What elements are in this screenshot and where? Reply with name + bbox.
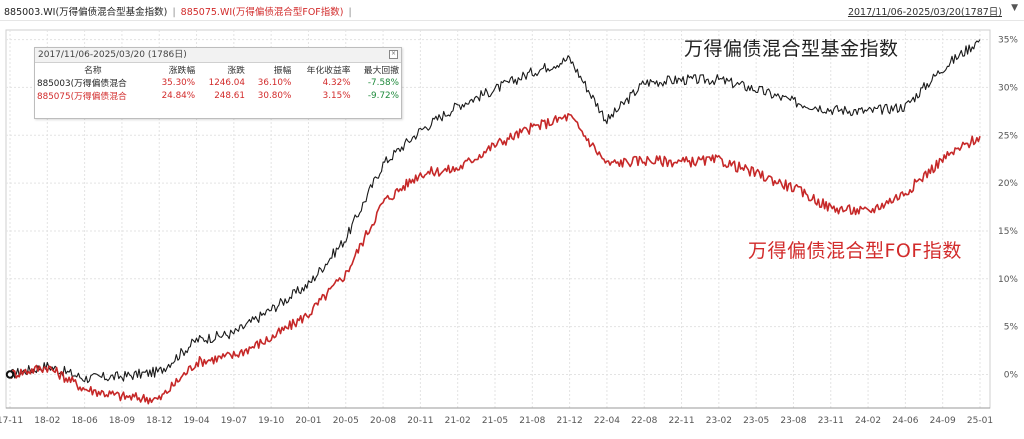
x-tick-label: 19-10 — [258, 416, 284, 426]
stats-table: 名称 涨跌幅 涨跌 振幅 年化收益率 最大回撤 885003(万得偏债混合 35… — [35, 63, 401, 102]
series2-title[interactable]: 885075.WI(万得偏债混合型FOF指数) — [180, 7, 344, 18]
col-header-change: 涨跌 — [227, 66, 245, 76]
row-change: 248.61 — [214, 90, 245, 101]
x-tick-label: 24-06 — [892, 416, 918, 426]
x-tick-label: 19-07 — [221, 416, 247, 426]
legend-header: 2017/11/06-2025/03/20 (1786日) × — [35, 48, 401, 63]
x-tick-label: 18-02 — [34, 416, 60, 426]
x-tick-label: 22-11 — [668, 416, 694, 426]
y-tick-label: 15% — [998, 227, 1018, 237]
gridlines — [5, 29, 991, 409]
series-lines — [5, 39, 981, 405]
y-tick-label: 0% — [1004, 371, 1019, 381]
series-title-bar: 885003.WI(万得偏债混合型基金指数) | 885075.WI(万得偏债混… — [4, 4, 354, 18]
x-tick-label: 24-09 — [930, 416, 956, 426]
x-tick-label: 18-12 — [146, 416, 172, 426]
col-header-annual-return: 年化收益率 — [306, 66, 351, 76]
x-tick-label: 19-04 — [183, 416, 209, 426]
y-axis-ticks: 0% 5% 10% 15% 20% 25% 30% 35% — [998, 36, 1018, 381]
x-tick-label: 21-08 — [519, 416, 545, 426]
row-pct-change: 35.30% — [161, 77, 196, 88]
x-tick-label: 20-11 — [407, 416, 433, 426]
y-tick-label: 10% — [998, 275, 1018, 285]
x-tick-label: 20-08 — [370, 416, 396, 426]
line-chart: 0% 5% 10% 15% 20% 25% 30% 35% 17-11 18-02 18-06 18… — [0, 29, 1018, 426]
x-tick-label: 23-02 — [706, 416, 732, 426]
x-tick-label: 21-05 — [482, 416, 508, 426]
x-tick-label: 23-11 — [818, 416, 844, 426]
x-tick-label: 20-01 — [295, 416, 321, 426]
y-tick-label: 30% — [998, 83, 1018, 93]
x-tick-label: 25-01 — [967, 416, 993, 426]
row-max-drawdown: -7.58% — [367, 77, 399, 88]
x-tick-label: 23-08 — [780, 416, 806, 426]
row-annual-return: 4.32% — [322, 77, 351, 88]
table-row[interactable]: 885075(万得偏债混合 24.84% 248.61 30.80% 3.15%… — [35, 89, 401, 103]
table-header-row: 名称 涨跌幅 涨跌 振幅 年化收益率 最大回撤 — [35, 63, 401, 76]
x-tick-label: 21-12 — [557, 416, 583, 426]
x-tick-label: 18-06 — [72, 416, 98, 426]
y-tick-label: 5% — [1004, 323, 1019, 333]
x-axis-ticks: 17-11 18-02 18-06 18-09 18-12 19-04 19-07 19-10… — [0, 416, 993, 426]
stats-legend-panel[interactable]: 2017/11/06-2025/03/20 (1786日) × 名称 涨跌幅 涨… — [34, 47, 402, 119]
date-range-link[interactable]: 2017/11/06-2025/03/20(1787日) — [847, 7, 1002, 18]
x-tick-label: 23-05 — [743, 416, 769, 426]
x-tick-label: 20-05 — [333, 416, 359, 426]
row-annual-return: 3.15% — [322, 90, 351, 101]
series1-annotation: 万得偏债混合型基金指数 — [684, 38, 899, 60]
table-row[interactable]: 885003(万得偏债混合 35.30% 1246.04 36.10% 4.32… — [35, 76, 401, 90]
title-separator-end: | — [348, 7, 352, 18]
row-amplitude: 36.10% — [257, 77, 292, 88]
close-icon[interactable]: × — [389, 50, 398, 59]
row-max-drawdown: -9.72% — [367, 90, 399, 101]
series-line-2 — [9, 113, 981, 405]
row-amplitude: 30.80% — [257, 90, 292, 101]
start-marker — [5, 370, 15, 379]
dropdown-triangle-icon[interactable]: ▼ — [1011, 3, 1018, 13]
series-line-1 — [9, 39, 981, 384]
row-change: 1246.04 — [208, 77, 245, 88]
x-tick-label: 24-02 — [855, 416, 881, 426]
x-tick-label: 22-04 — [594, 416, 620, 426]
col-header-amplitude: 振幅 — [273, 66, 292, 76]
series2-annotation: 万得偏债混合型FOF指数 — [748, 240, 962, 262]
chart-header: 885003.WI(万得偏债混合型基金指数) | 885075.WI(万得偏债混… — [0, 0, 1024, 21]
col-header-pct-change: 涨跌幅 — [168, 66, 196, 76]
y-tick-label: 25% — [998, 131, 1018, 141]
x-tick-label: 21-02 — [445, 416, 471, 426]
y-tick-label: 35% — [998, 36, 1018, 46]
row-pct-change: 24.84% — [161, 90, 196, 101]
col-header-name: 名称 — [84, 66, 102, 76]
x-tick-label: 18-09 — [109, 416, 135, 426]
legend-period: 2017/11/06-2025/03/20 (1786日) — [38, 50, 187, 60]
row-name: 885003(万得偏债混合 — [37, 79, 127, 89]
col-header-max-drawdown: 最大回撤 — [363, 66, 399, 76]
x-tick-label: 22-08 — [631, 416, 657, 426]
title-separator: | — [172, 7, 176, 18]
series1-title[interactable]: 885003.WI(万得偏债混合型基金指数) — [4, 7, 168, 18]
y-tick-label: 20% — [998, 179, 1018, 189]
row-name: 885075(万得偏债混合 — [37, 92, 127, 102]
x-tick-label: 17-11 — [0, 416, 23, 426]
chart-area: 0% 5% 10% 15% 20% 25% 30% 35% 17-11 18-02 18-06 18… — [0, 20, 1024, 435]
